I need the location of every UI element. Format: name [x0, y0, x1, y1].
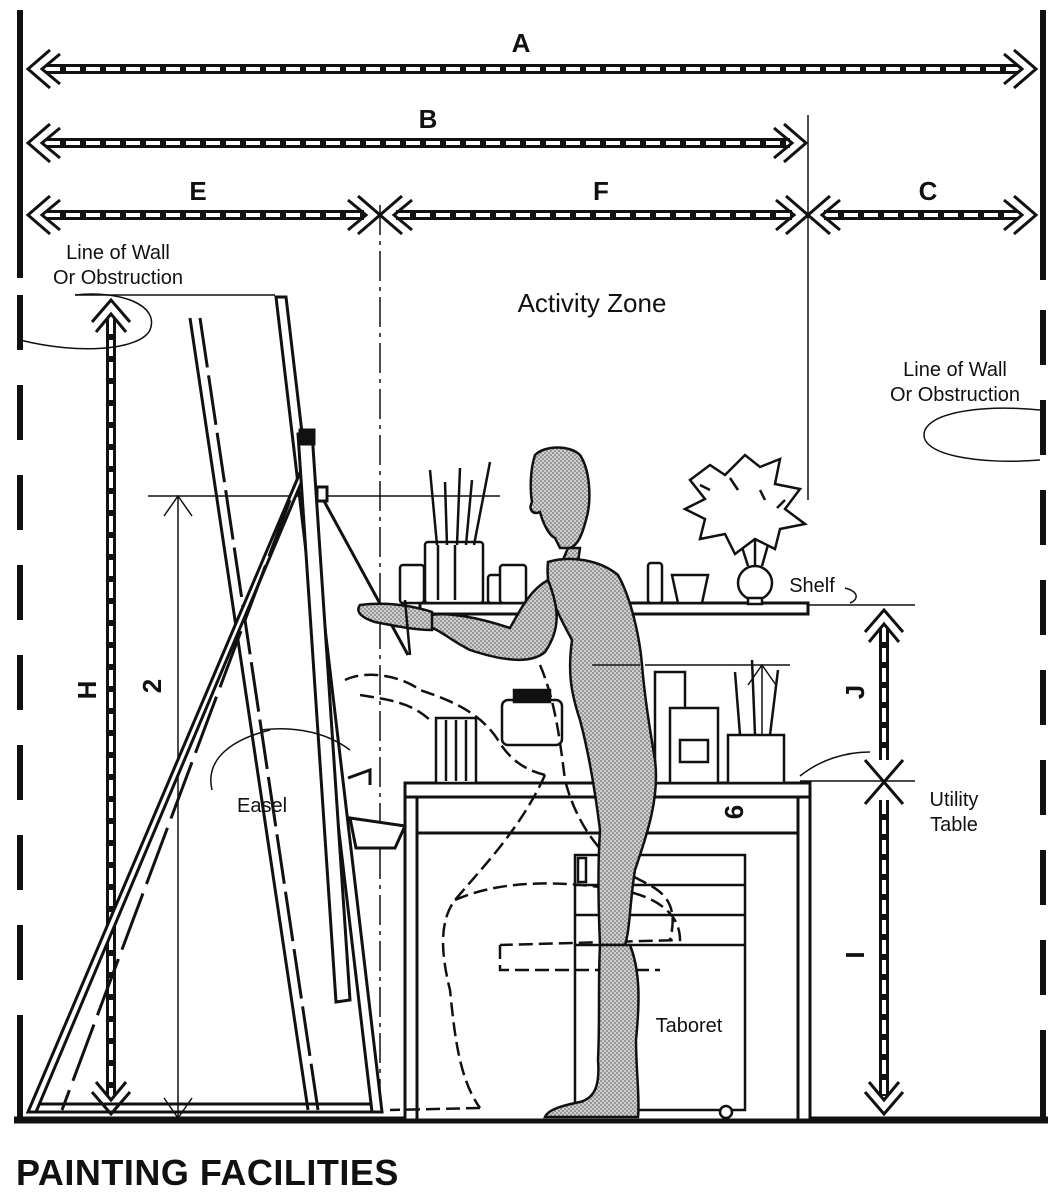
left-wall-label-line-2: Or Obstruction	[53, 267, 183, 289]
activity-zone-label: Activity Zone	[518, 288, 667, 318]
dimension-a-arrow	[25, 48, 1039, 90]
dimension-2-label: 2	[137, 679, 167, 693]
easel	[25, 295, 410, 1114]
dimension-c-arrow	[805, 194, 1039, 236]
dimension-h-arrow	[90, 297, 132, 1117]
right-wall-label-line-2: Or Obstruction	[890, 384, 1020, 406]
leader-lines	[19, 293, 1041, 791]
utility-table-label-line-1: Utility	[930, 789, 979, 811]
standing-figure	[357, 446, 658, 1119]
dimension-b-arrow	[25, 122, 809, 164]
dimension-6-label: 6	[719, 805, 749, 819]
easel-label: Easel	[237, 795, 287, 817]
dimension-c-label: C	[919, 176, 938, 206]
right-wall-label-line-1: Line of Wall	[903, 359, 1007, 381]
left-wall-label-line-1: Line of Wall	[66, 242, 170, 264]
taboret-label: Taboret	[656, 1015, 723, 1037]
utility-table-label-line-2: Table	[930, 814, 978, 836]
dimension-f-arrow	[377, 194, 811, 236]
dimension-f-label: F	[593, 176, 609, 206]
dimension-h-label: H	[72, 681, 102, 700]
diagram-title: PAINTING FACILITIES	[16, 1152, 399, 1193]
dimension-i-label: I	[840, 951, 870, 958]
dimension-j-label: J	[840, 685, 870, 699]
dimension-j-arrow	[863, 607, 905, 785]
dimension-a-label: A	[512, 28, 531, 58]
dimension-e-arrow	[25, 194, 383, 236]
table-items	[434, 659, 786, 785]
dimension-i-arrow	[863, 779, 905, 1117]
shelf-items	[398, 453, 808, 606]
shelf-label: Shelf	[789, 575, 835, 597]
dimension-e-label: E	[189, 176, 206, 206]
dimension-b-label: B	[419, 104, 438, 134]
